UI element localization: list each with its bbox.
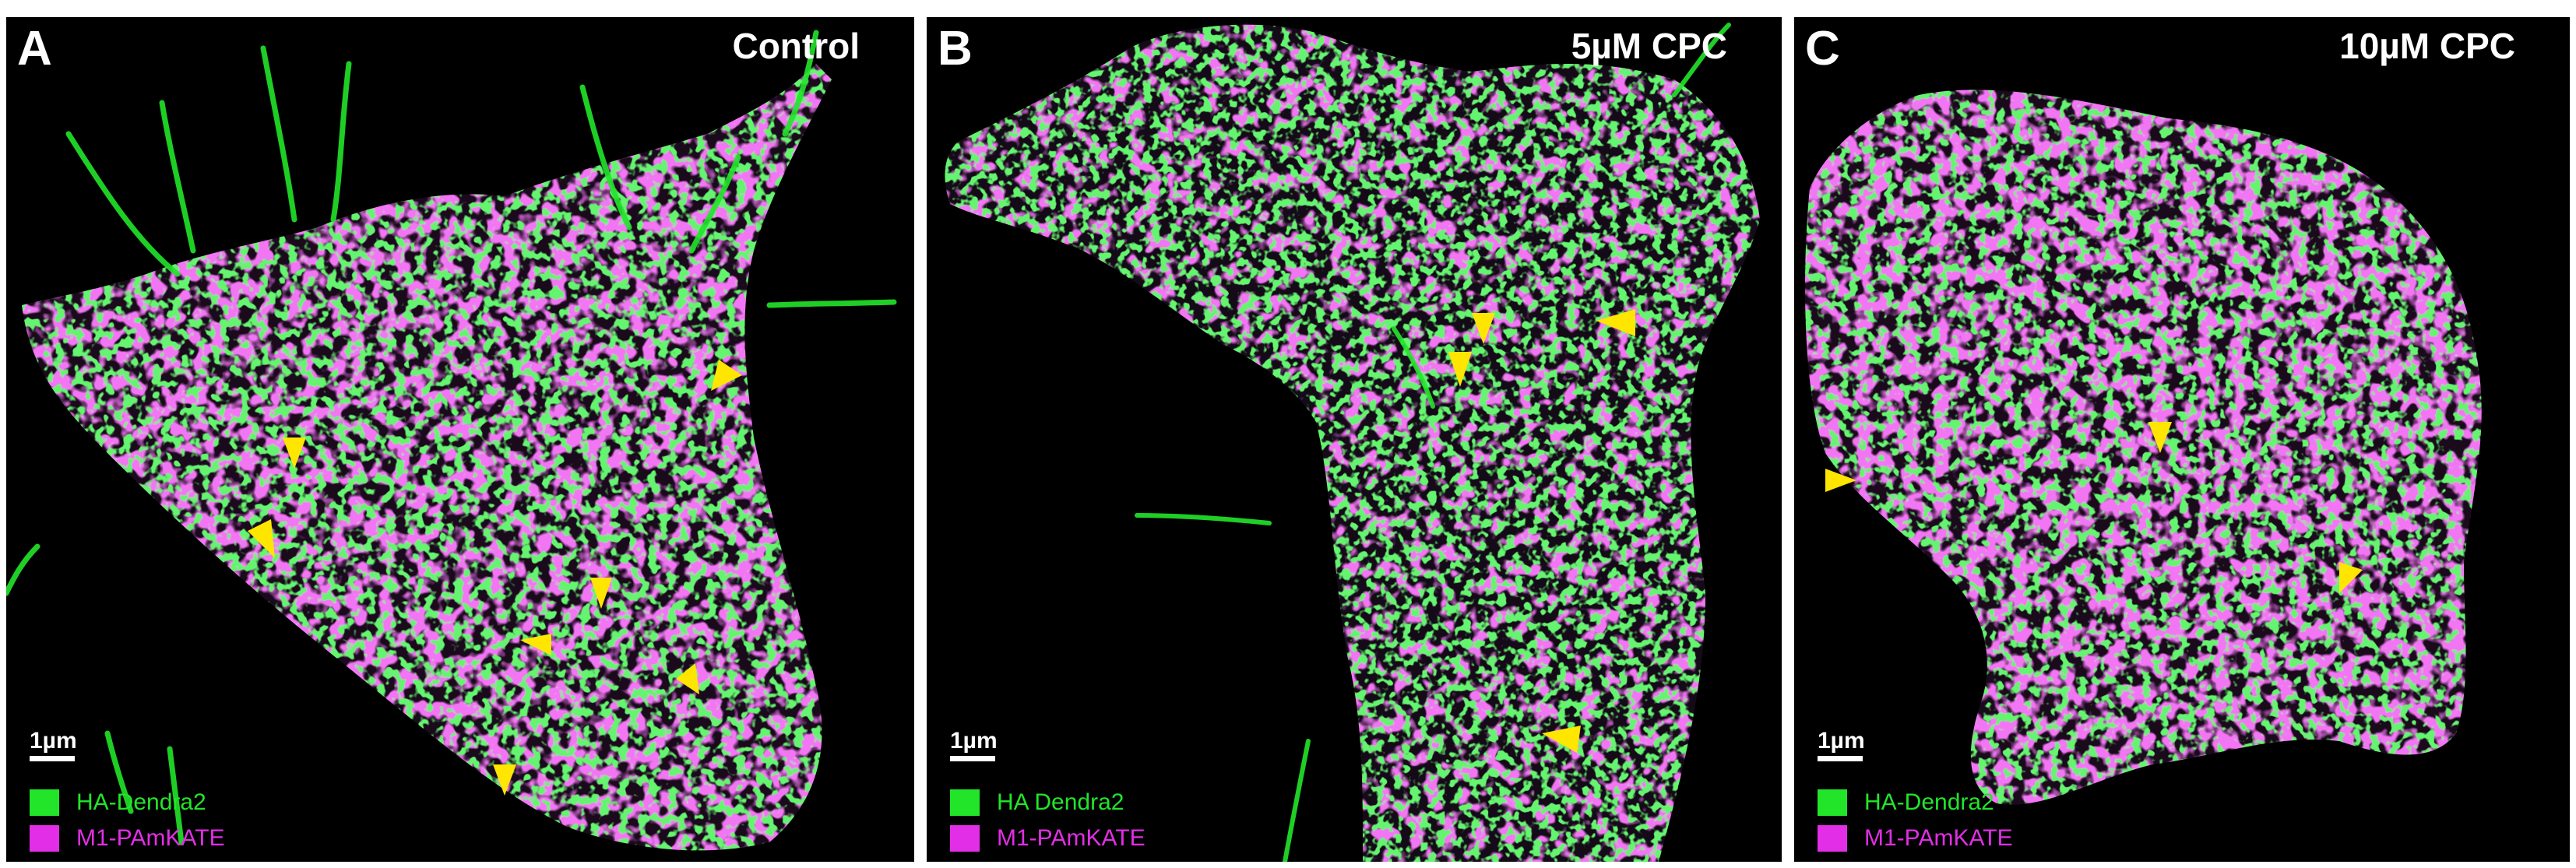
legend: HA-Dendra2 M1-PAmKATE [30, 788, 225, 859]
scale-bar-line [30, 756, 75, 761]
legend-swatch-magenta [950, 825, 980, 852]
legend-label: HA-Dendra2 [1864, 789, 1994, 815]
panel-title: 10µM CPC [2339, 26, 2515, 66]
legend-swatch-magenta [30, 825, 59, 852]
scale-bar: 1µm [30, 729, 77, 761]
panel-b: B 5µM CPC 1µm HA Dendra2 M1-PAmKATE [927, 17, 1782, 862]
scale-bar-line [1818, 756, 1863, 761]
legend-item-green: HA Dendra2 [950, 788, 1145, 817]
scale-bar-label: 1µm [950, 728, 998, 754]
scale-bar-line [950, 756, 995, 761]
scale-bar-label: 1µm [30, 728, 77, 754]
legend: HA-Dendra2 M1-PAmKATE [1818, 788, 2013, 859]
micrograph-10um-cpc [1805, 90, 2482, 805]
legend-swatch-green [1818, 789, 1847, 816]
legend-swatch-green [30, 789, 59, 816]
panel-c: C 10µM CPC 1µm HA-Dendra2 M1-PAmKATE [1794, 17, 2570, 862]
legend-label: M1-PAmKATE [1864, 825, 2013, 851]
panel-title: Control [732, 26, 860, 66]
legend-swatch-green [950, 789, 980, 816]
panel-letter: C [1805, 22, 1840, 76]
scale-bar-label: 1µm [1818, 728, 1865, 754]
legend-label: HA Dendra2 [997, 789, 1124, 815]
panel-letter: A [17, 22, 52, 76]
legend-label: HA-Dendra2 [76, 789, 206, 815]
panel-title: 5µM CPC [1571, 26, 1727, 66]
legend: HA Dendra2 M1-PAmKATE [950, 788, 1145, 859]
legend-item-magenta: M1-PAmKATE [30, 824, 225, 853]
legend-item-magenta: M1-PAmKATE [1818, 824, 2013, 853]
micrograph-control [6, 30, 897, 851]
legend-item-green: HA-Dendra2 [1818, 788, 2013, 817]
panel-a: A Control 1µm HA-Dendra2 M1-PAmKATE [6, 17, 914, 862]
legend-label: M1-PAmKATE [76, 825, 225, 851]
scale-bar: 1µm [1818, 729, 1865, 761]
legend-swatch-magenta [1818, 825, 1847, 852]
legend-label: M1-PAmKATE [997, 825, 1145, 851]
scale-bar: 1µm [950, 729, 998, 761]
legend-item-magenta: M1-PAmKATE [950, 824, 1145, 853]
legend-item-green: HA-Dendra2 [30, 788, 225, 817]
panel-letter: B [938, 22, 973, 76]
micrograph-5um-cpc [945, 23, 1761, 862]
